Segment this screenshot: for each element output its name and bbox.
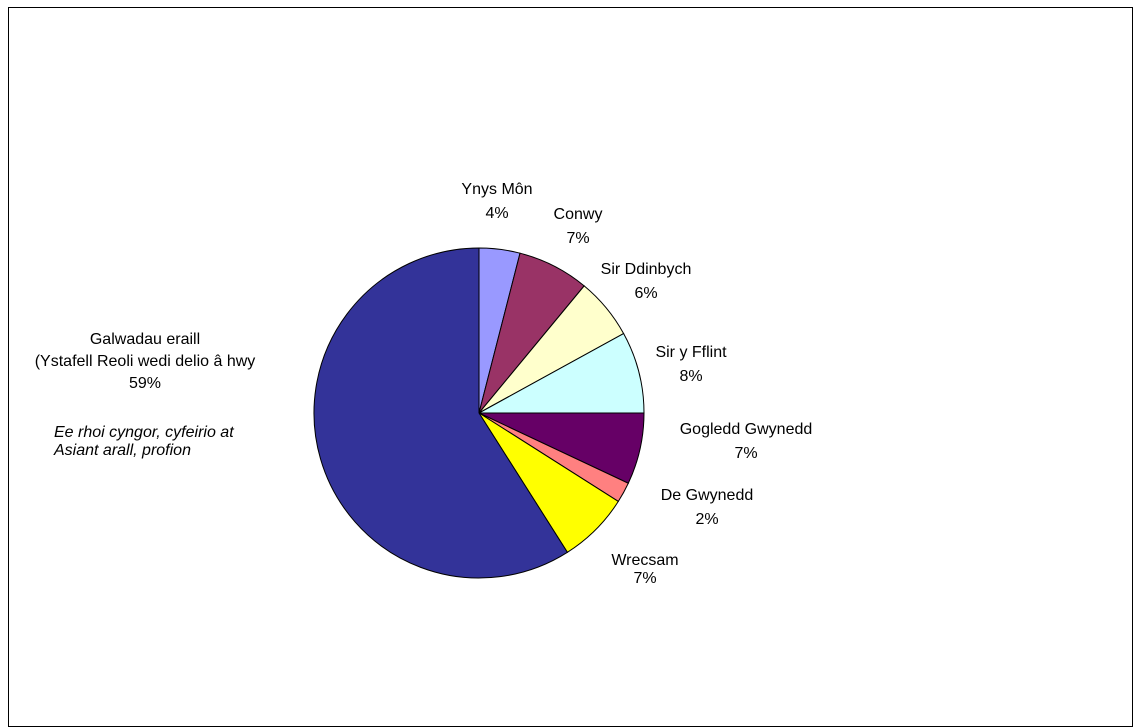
slice-label: Wrecsam 7% bbox=[611, 552, 678, 587]
slice-label: De Gwynedd 2% bbox=[661, 487, 754, 528]
slice-label: Gogledd Gwynedd 7% bbox=[680, 421, 813, 462]
slice-label: Galwadau eraill (Ystafell Reoli wedi deli… bbox=[35, 331, 256, 392]
slice-label: Sir Ddinbych 6% bbox=[601, 261, 692, 302]
slice-label: Ynys Môn 4% bbox=[461, 181, 532, 222]
slice-note: Ee rhoi cyngor, cyfeirio at Asiant arall,… bbox=[53, 424, 234, 459]
pie-slice bbox=[313, 247, 569, 579]
slice-label: Conwy 7% bbox=[554, 206, 603, 247]
slice-label: Sir y Fflint 8% bbox=[655, 344, 727, 385]
